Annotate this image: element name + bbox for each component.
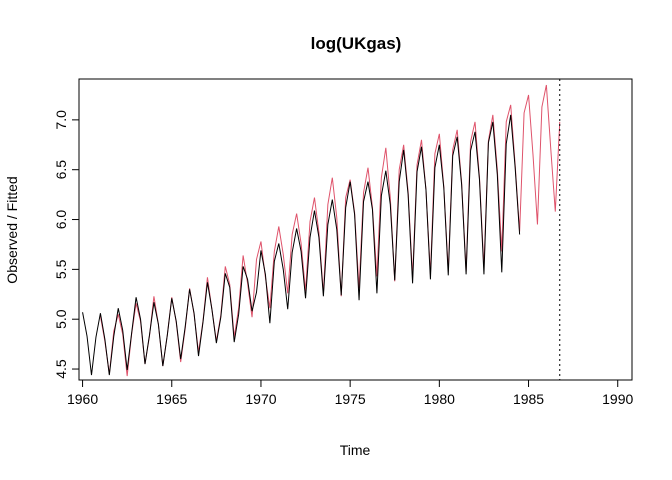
x-tick-label: 1985 [513, 391, 544, 407]
x-tick-label: 1965 [156, 391, 187, 407]
x-tick-label: 1975 [335, 391, 366, 407]
y-axis-label: Observed / Fitted [4, 176, 20, 283]
observed-series-line [82, 114, 521, 376]
x-axis-label: Time [340, 442, 371, 458]
y-tick-label: 6.0 [53, 210, 69, 230]
y-tick-label: 5.0 [53, 309, 69, 329]
x-tick-label: 1980 [424, 391, 455, 407]
x-axis: 1960 1965 1970 1975 1980 1985 1990 [67, 379, 634, 407]
y-tick-label: 6.5 [53, 160, 69, 180]
y-tick-label: 7.0 [53, 110, 69, 130]
chart-title: log(UKgas) [311, 34, 402, 53]
fitted-series-line [99, 84, 561, 377]
y-axis: 4.5 5.0 5.5 6.0 6.5 7.0 [53, 110, 80, 379]
series-layer [82, 84, 561, 377]
y-tick-label: 5.5 [53, 259, 69, 279]
x-tick-label: 1970 [245, 391, 276, 407]
x-tick-label: 1960 [67, 391, 98, 407]
x-tick-label: 1990 [602, 391, 633, 407]
y-tick-label: 4.5 [53, 359, 69, 379]
